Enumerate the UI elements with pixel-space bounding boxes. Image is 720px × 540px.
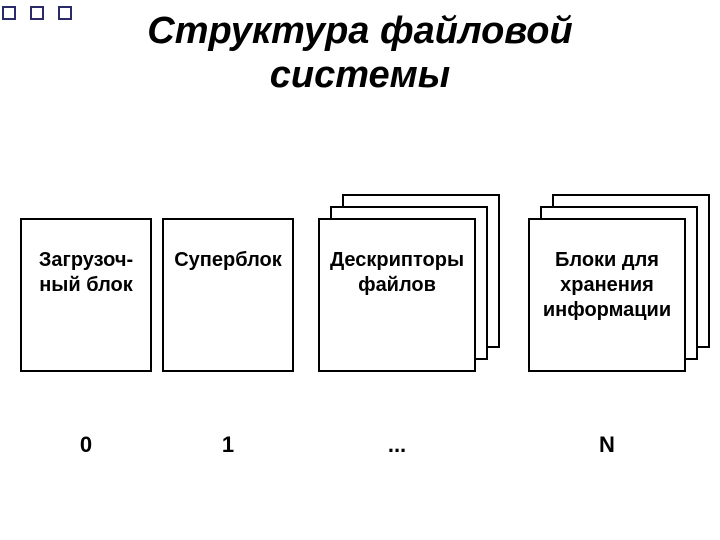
block-label: Блоки для хранения информации: [543, 248, 671, 323]
block-box: Суперблок: [162, 218, 294, 372]
block-index: 0: [20, 432, 152, 458]
block-index: ...: [318, 432, 476, 458]
block-label: Загрузоч- ный блок: [39, 248, 133, 298]
block-box: Загрузоч- ный блок: [20, 218, 152, 372]
block-box: Дескрипторы файлов: [318, 218, 476, 372]
block-label: Дескрипторы файлов: [330, 248, 464, 298]
block-index: N: [528, 432, 686, 458]
block-box: Блоки для хранения информации: [528, 218, 686, 372]
block-index: 1: [162, 432, 294, 458]
slide-title: Структура файловой системы: [0, 10, 720, 97]
block-label: Суперблок: [174, 248, 282, 273]
